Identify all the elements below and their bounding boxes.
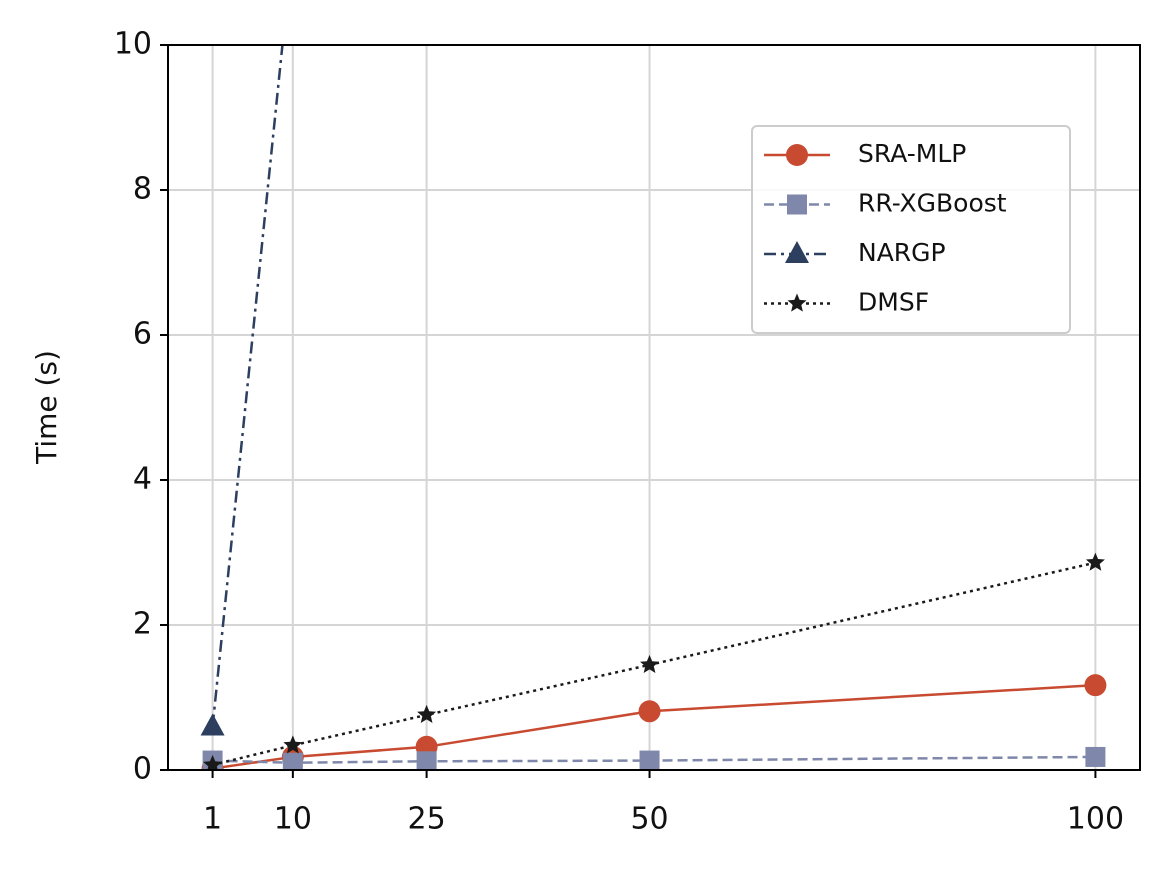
marker: [1085, 552, 1105, 571]
legend-label: RR-XGBoost: [858, 189, 1007, 218]
legend-label: NARGP: [858, 238, 946, 267]
x-tick-label: 50: [630, 802, 668, 837]
marker: [1085, 746, 1106, 767]
marker: [639, 750, 660, 770]
plot-area: [200, 45, 1107, 770]
y-axis-label: Time (s): [30, 350, 63, 465]
x-tick-label: 25: [408, 802, 446, 837]
legend-marker: [787, 293, 807, 312]
legend: SRA-MLP RR-XGBoost NARGP DMSF: [751, 125, 1071, 334]
y-tick-label: 4: [133, 462, 152, 497]
y-tick-label: 0: [133, 752, 152, 787]
axes-frame: [167, 44, 1141, 771]
marker: [416, 751, 437, 770]
ticks: 0 2 4 6 8 10 1 10 25 50 100: [114, 27, 1124, 837]
legend-label: SRA-MLP: [858, 139, 966, 168]
marker: [283, 735, 303, 754]
x-tick-label: 10: [274, 802, 312, 837]
legend-box: [751, 125, 1071, 334]
marker: [1084, 674, 1107, 697]
legend-label: DMSF: [858, 288, 929, 317]
marker: [417, 704, 437, 723]
x-tick-label: 100: [1067, 802, 1124, 837]
marker: [203, 754, 223, 770]
x-tick-label: 1: [203, 802, 222, 837]
y-tick-label: 10: [114, 27, 152, 62]
legend-marker: [785, 241, 809, 263]
legend-marker: [786, 144, 808, 166]
marker: [282, 752, 303, 770]
y-tick-label: 2: [133, 607, 152, 642]
marker: [638, 700, 661, 723]
y-tick-label: 8: [133, 172, 152, 207]
marker: [200, 713, 225, 736]
y-tick-label: 6: [133, 317, 152, 352]
marker: [640, 654, 660, 673]
legend-marker: [787, 194, 807, 215]
series-line: [211, 45, 284, 727]
